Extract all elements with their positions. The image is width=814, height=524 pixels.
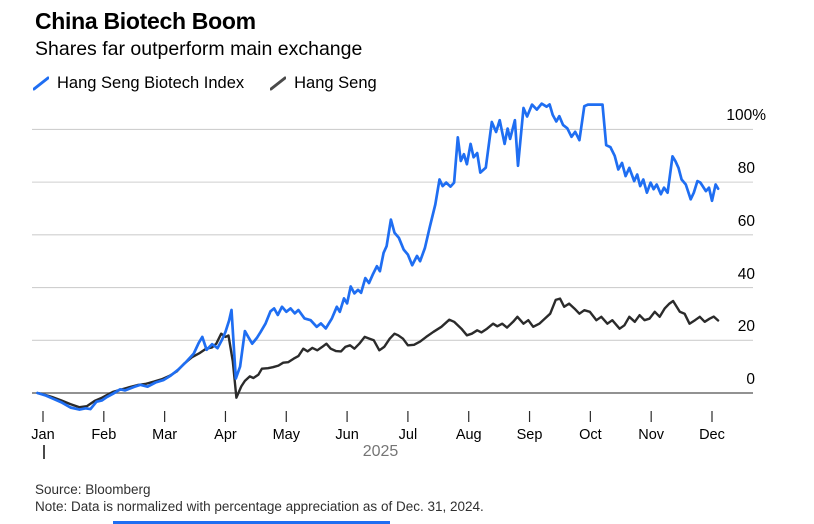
legend: Hang Seng Biotech Index Hang Seng xyxy=(32,74,377,93)
y-axis-label: 40 xyxy=(737,265,755,283)
x-axis-label-apr: Apr xyxy=(214,427,237,443)
x-axis-label-mar: Mar xyxy=(152,427,178,443)
biotech-index-line xyxy=(36,102,720,411)
page-title: China Biotech Boom xyxy=(35,8,256,34)
year-label: 2025 xyxy=(362,443,399,460)
x-axis-label-jul: Jul xyxy=(398,427,418,443)
x-axis-label-oct: Oct xyxy=(579,427,602,443)
x-axis-label-nov: Nov xyxy=(638,427,665,443)
x-axis-label-may: May xyxy=(272,427,300,443)
year-start-marker xyxy=(43,445,45,459)
bottom-accent-bar xyxy=(113,521,390,524)
page-subtitle: Shares far outperform main exchange xyxy=(35,38,363,60)
y-axis-label: 20 xyxy=(737,318,755,336)
y-axis-label: 100% xyxy=(726,107,766,125)
legend-label-biotech: Hang Seng Biotech Index xyxy=(57,74,245,92)
x-axis-label-feb: Feb xyxy=(91,427,117,443)
x-axis-label-sep: Sep xyxy=(516,427,543,443)
biotech-line-swatch-icon xyxy=(32,76,50,91)
legend-item-biotech: Hang Seng Biotech Index xyxy=(32,74,245,93)
x-axis-label-jun: Jun xyxy=(335,427,359,443)
y-axis-label: 60 xyxy=(737,212,755,230)
hang-seng-line xyxy=(36,297,720,409)
legend-label-hang-seng: Hang Seng xyxy=(294,74,377,92)
x-axis-label-jan: Jan xyxy=(31,427,55,443)
y-axis-label: 80 xyxy=(737,160,755,178)
legend-item-hang-seng: Hang Seng xyxy=(269,74,377,93)
x-axis-label-aug: Aug xyxy=(455,427,482,443)
source-text: Source: Bloomberg xyxy=(35,482,151,497)
x-axis-label-dec: Dec xyxy=(699,427,725,443)
hang-seng-line-swatch-icon xyxy=(269,76,287,91)
note-text: Note: Data is normalized with percentage… xyxy=(35,499,484,514)
y-axis-label: 0 xyxy=(746,371,755,388)
